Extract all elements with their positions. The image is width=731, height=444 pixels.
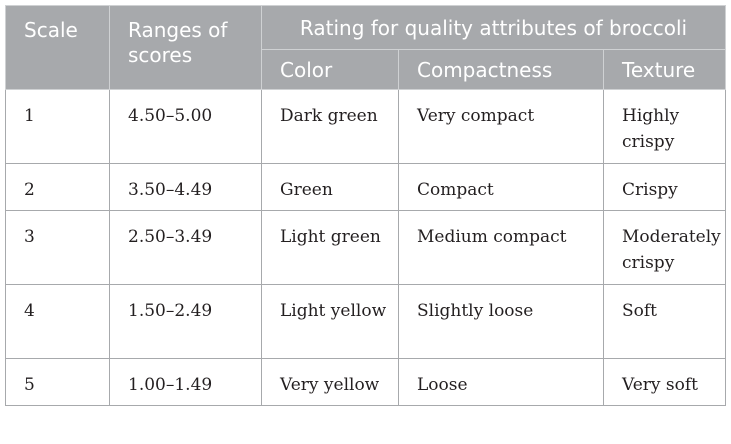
range-cell: 1.00–1.49 <box>109 358 262 406</box>
scale-cell: 3 <box>5 210 110 285</box>
scale-cell: 5 <box>5 358 110 406</box>
compactness-cell: Very compact <box>398 89 604 164</box>
header-ranges-of-scores: Ranges of scores <box>109 5 262 90</box>
color-cell: Light green <box>261 210 399 285</box>
compactness-cell: Medium compact <box>398 210 604 285</box>
header-rating-group: Rating for quality attributes of broccol… <box>261 5 726 50</box>
range-cell: 1.50–2.49 <box>109 284 262 359</box>
color-cell: Very yellow <box>261 358 399 406</box>
range-cell: 2.50–3.49 <box>109 210 262 285</box>
header-scale: Scale <box>5 5 110 90</box>
color-cell: Green <box>261 163 399 211</box>
texture-cell: Highly crispy <box>603 89 726 164</box>
header-compactness: Compactness <box>398 49 604 90</box>
color-cell: Light yellow <box>261 284 399 359</box>
texture-cell: Crispy <box>603 163 726 211</box>
header-texture: Texture <box>603 49 726 90</box>
texture-cell: Very soft <box>603 358 726 406</box>
table-row: 1 4.50–5.00 Dark green Very compact High… <box>5 89 726 164</box>
texture-cell: Moderately crispy <box>603 210 726 285</box>
header-color: Color <box>261 49 399 90</box>
color-cell: Dark green <box>261 89 399 164</box>
table-row: 4 1.50–2.49 Light yellow Slightly loose … <box>5 284 726 359</box>
compactness-cell: Slightly loose <box>398 284 604 359</box>
range-cell: 4.50–5.00 <box>109 89 262 164</box>
scale-cell: 4 <box>5 284 110 359</box>
texture-cell: Soft <box>603 284 726 359</box>
table-row: 2 3.50–4.49 Green Compact Crispy <box>5 163 726 211</box>
scale-cell: 1 <box>5 89 110 164</box>
scale-cell: 2 <box>5 163 110 211</box>
compactness-cell: Compact <box>398 163 604 211</box>
broccoli-quality-rating-table: Scale Ranges of scores Rating for qualit… <box>5 5 726 406</box>
table-row: 5 1.00–1.49 Very yellow Loose Very soft <box>5 358 726 406</box>
table-row: 3 2.50–3.49 Light green Medium compact M… <box>5 210 726 285</box>
range-cell: 3.50–4.49 <box>109 163 262 211</box>
compactness-cell: Loose <box>398 358 604 406</box>
